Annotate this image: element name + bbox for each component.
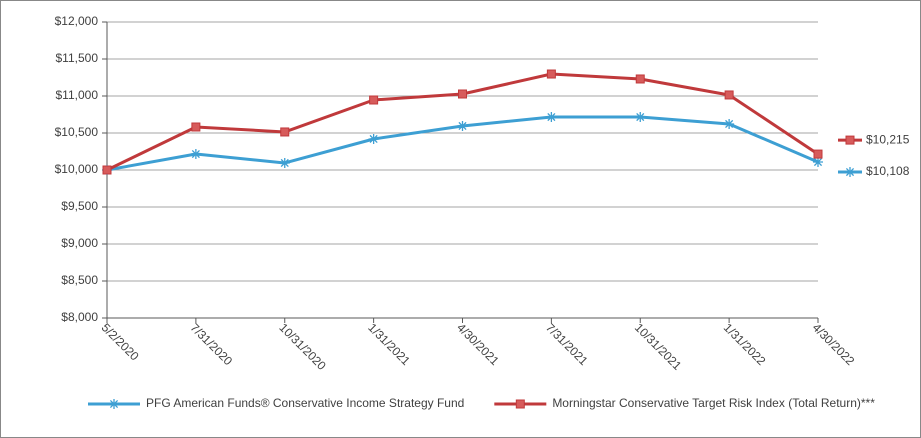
- y-tick-label: $9,500: [61, 199, 98, 213]
- y-tick-label: $9,000: [61, 236, 98, 250]
- y-tick-label: $8,500: [61, 273, 98, 287]
- data-point: [635, 112, 646, 123]
- data-point: [813, 149, 823, 159]
- data-point: [635, 74, 645, 84]
- legend-label: PFG American Funds® Conservative Income …: [146, 396, 464, 410]
- data-point: [190, 149, 201, 160]
- legend-marker: [515, 399, 525, 409]
- data-point: [458, 89, 467, 99]
- data-point: [546, 112, 557, 123]
- data-point: [546, 69, 556, 79]
- value-label: $10,108: [866, 164, 910, 178]
- label-key-marker: [845, 167, 855, 178]
- data-point: [724, 90, 734, 100]
- data-point: [813, 157, 823, 168]
- data-point: [280, 127, 290, 137]
- value-label: $10,215: [866, 132, 910, 146]
- y-tick-label: $8,000: [61, 310, 98, 324]
- y-tick-label: $11,500: [56, 51, 99, 65]
- data-point: [368, 133, 379, 144]
- data-point: [191, 122, 201, 132]
- legend: PFG American Funds® Conservative Income …: [88, 396, 875, 410]
- data-point: [279, 157, 290, 168]
- y-tick-label: $10,500: [55, 125, 99, 139]
- data-point: [457, 120, 468, 131]
- y-tick-label: $10,000: [55, 162, 99, 176]
- data-point: [102, 165, 112, 175]
- legend-marker: [109, 399, 119, 409]
- legend-label: Morningstar Conservative Target Risk Ind…: [552, 396, 875, 410]
- data-point: [369, 95, 379, 105]
- y-tick-label: $11,000: [56, 88, 99, 102]
- data-point: [724, 118, 735, 129]
- label-key-marker: [845, 135, 855, 145]
- y-tick-label: $12,000: [55, 14, 99, 28]
